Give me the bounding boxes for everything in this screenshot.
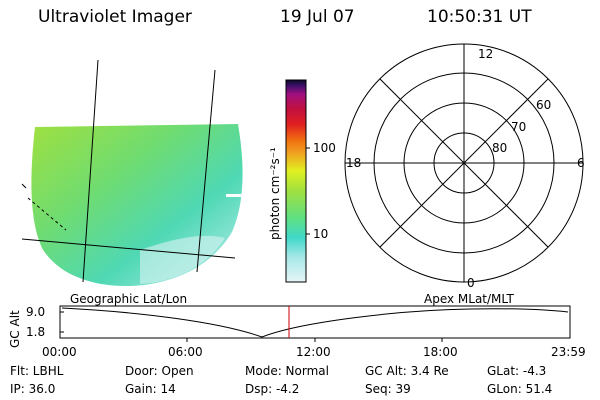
lat-label-70: 70 [511, 120, 527, 134]
lat-label-80: 80 [492, 141, 508, 155]
date-label: 19 Jul 07 [280, 7, 355, 27]
xtick-1800: 18:00 [423, 345, 458, 359]
colorbar-tick-100: 100 [313, 141, 336, 155]
info-gain: Gain: 14 [125, 382, 176, 396]
xtick-0600: 06:00 [168, 345, 203, 359]
geo-grid [21, 59, 236, 283]
altitude-ytick-high: 9.0 [26, 305, 46, 319]
colorbar-unit-label: photon cm⁻²s⁻¹ [268, 147, 282, 240]
lat-label-60: 60 [536, 98, 552, 112]
colorbar-tick-10: 10 [313, 227, 329, 241]
image-panel-label: Geographic Lat/Lon [70, 292, 188, 306]
mlt-label-0: 0 [467, 276, 475, 290]
mlt-label-12: 12 [478, 47, 494, 61]
mlt-label-6: 6 [577, 156, 585, 170]
colorbar [285, 79, 307, 283]
info-flt: Flt: LBHL [10, 364, 64, 378]
time-label: 10:50:31 UT [427, 7, 532, 27]
info-ip: IP: 36.0 [10, 382, 56, 396]
info-glat: GLat: -4.3 [487, 364, 547, 378]
altitude-ytick-low: 1.8 [26, 325, 46, 339]
polar-plot [344, 43, 584, 283]
info-dsp: Dsp: -4.2 [245, 382, 300, 396]
altitude-plot [59, 305, 571, 339]
polar-panel-label: Apex MLat/MLT [424, 292, 514, 306]
xtick-1200: 12:00 [296, 345, 331, 359]
info-seq: Seq: 39 [365, 382, 411, 396]
altitude-ticks [60, 311, 443, 342]
info-mode: Mode: Normal [245, 364, 329, 378]
altitude-curve [61, 307, 569, 338]
info-glon: GLon: 51.4 [487, 382, 553, 396]
uv-image [31, 124, 243, 287]
mlt-label-18: 18 [346, 156, 362, 170]
info-door: Door: Open [125, 364, 194, 378]
info-gc-alt: GC Alt: 3.4 Re [365, 364, 449, 378]
app-title: Ultraviolet Imager [38, 7, 192, 27]
xtick-0000: 00:00 [42, 345, 77, 359]
altitude-ylabel: GC Alt [8, 310, 22, 348]
xtick-2359: 23:59 [551, 345, 586, 359]
colorbar-ticks [306, 147, 310, 235]
